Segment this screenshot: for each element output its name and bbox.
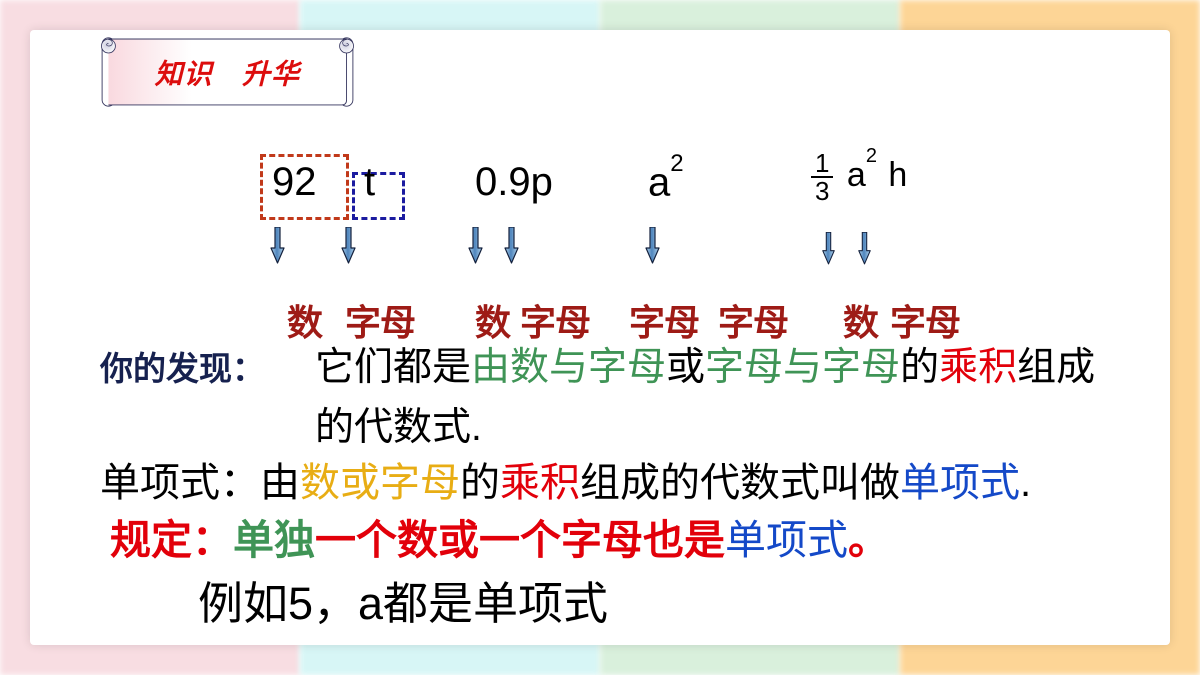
svg-text:知识 升华: 知识 升华 — [155, 58, 304, 89]
